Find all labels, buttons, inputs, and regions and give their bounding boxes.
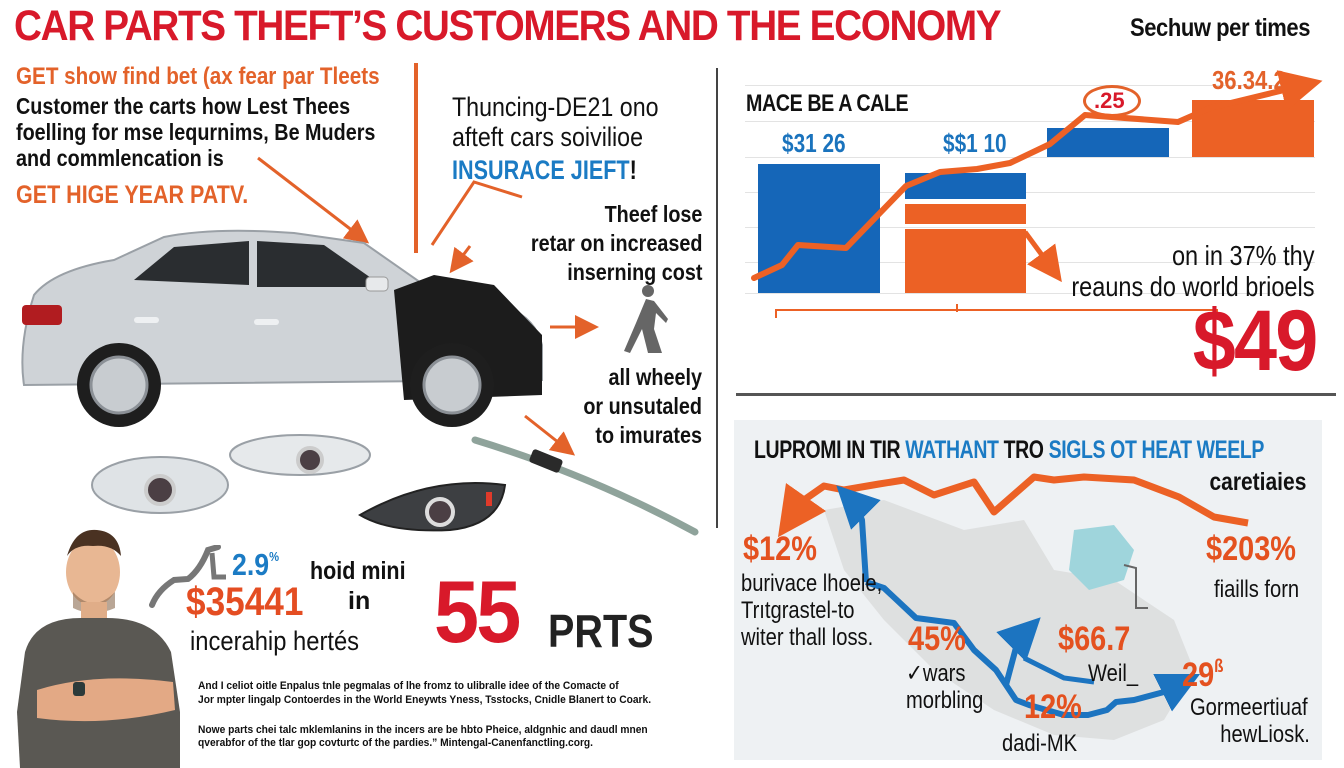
map-title: LUPROMI IN TIR WATHANT TRO SIGLS OT HEAT… — [754, 436, 1265, 464]
bar-label: $31 26 — [782, 128, 846, 158]
trend-line-icon — [751, 70, 1323, 318]
bar-label: $$1 10 — [943, 128, 1007, 158]
bar-label: .25 — [1094, 88, 1125, 113]
map-callout-label: Gormeertiuaf hewLiosk. — [1190, 694, 1310, 748]
gridline — [745, 85, 1315, 86]
trend-squiggle-icon — [149, 545, 226, 608]
gridline — [745, 227, 1315, 228]
insurance-headline: INSURACE JIEFT! — [452, 155, 637, 185]
stat-money-suffix: in — [348, 587, 371, 615]
chart-title: MACE BE A CALE — [746, 90, 909, 117]
intro-body-line: Customer the carts how Lest Thees — [16, 93, 351, 119]
map-callout-value: $66.7 — [1058, 620, 1131, 658]
map-routes-icon — [777, 473, 1249, 740]
gridline — [745, 293, 1315, 294]
map-callout-label: dadi-MK — [1002, 730, 1078, 757]
gridline — [745, 192, 1315, 193]
chart-note: on in 37% thy reauns do world brioels — [1070, 240, 1314, 302]
bar-group2-orange — [905, 229, 1026, 293]
divider-vertical — [716, 68, 718, 528]
divider-horizontal — [736, 393, 1336, 396]
map-subtitle: caretiaies — [1209, 468, 1306, 496]
intro-body: Customer the carts how Lest Thees foelli… — [16, 93, 375, 171]
bar-group1-blue — [758, 164, 880, 293]
stat-sub-label: incerahip hertés — [190, 626, 360, 656]
intro-body-line: and commlencation is — [16, 145, 224, 171]
map-callout-label: burivace lhoele, Trıtgrastel-to witer th… — [741, 570, 883, 651]
map-callout-value: 12% — [1024, 688, 1082, 726]
footnote-line: qverabfor of the tlar gop covturtc of th… — [198, 737, 594, 749]
map-callout-label: Weil_ — [1088, 660, 1139, 687]
walking-person-icon — [624, 285, 668, 353]
chart-highlight-value: $49 — [1192, 293, 1318, 389]
stat-money: $35441 — [186, 580, 304, 624]
bar-group2-orange-top — [905, 204, 1026, 224]
gridline — [745, 157, 1315, 158]
footnote-line: And I celiot oitle Enpalus tnle pegmalas… — [198, 680, 619, 692]
stat-percent: 2.9% — [232, 547, 280, 582]
map-callout-value: 45% — [908, 620, 966, 658]
map-callout-value: 29ß — [1182, 656, 1224, 694]
intro-body-line: foelling for mse lequrnims, Be Muders — [16, 119, 376, 145]
footnote-line: Jor mpter lingalp Contoerdes in the Worl… — [198, 694, 652, 706]
big-parts-number: 55 — [434, 562, 521, 661]
person-photo-icon — [17, 529, 180, 768]
page-subtitle: Sechuw per times — [1130, 14, 1311, 42]
middle-headline: Thuncing-DE21 ono afteft cars soivilioe — [452, 92, 659, 152]
damaged-car-icon — [21, 229, 543, 427]
annotation-arrows-icon — [257, 156, 599, 456]
map-callout-label: ✓wars morbling — [906, 660, 984, 714]
theft-cost-text: Theef lose retar on increased inserning … — [530, 201, 702, 285]
intro-cta: GET HIGE YEAR PATV. — [16, 181, 249, 209]
intro-headline: GET show find bet (ax fear par Tleets — [16, 63, 380, 90]
footnote-line: Nowe parts chei talc mklemlanins in the … — [198, 724, 648, 736]
page-title: CAR PARTS THEFT’S CUSTOMERS AND THE ECON… — [14, 2, 1002, 50]
map-callout-value: $203% — [1206, 530, 1296, 568]
stat-percent-label: hoid mini — [310, 557, 406, 585]
map-callout-label: fiaills forn — [1214, 576, 1300, 603]
big-parts-unit: PRTS — [548, 605, 654, 657]
divider-orange — [414, 63, 418, 253]
headlight-parts-icon — [91, 434, 699, 536]
map-callout-value: $12% — [743, 530, 817, 568]
gridline — [745, 121, 1315, 122]
wheel-theft-text: all wheely or unsutaled to imurates — [583, 364, 702, 448]
